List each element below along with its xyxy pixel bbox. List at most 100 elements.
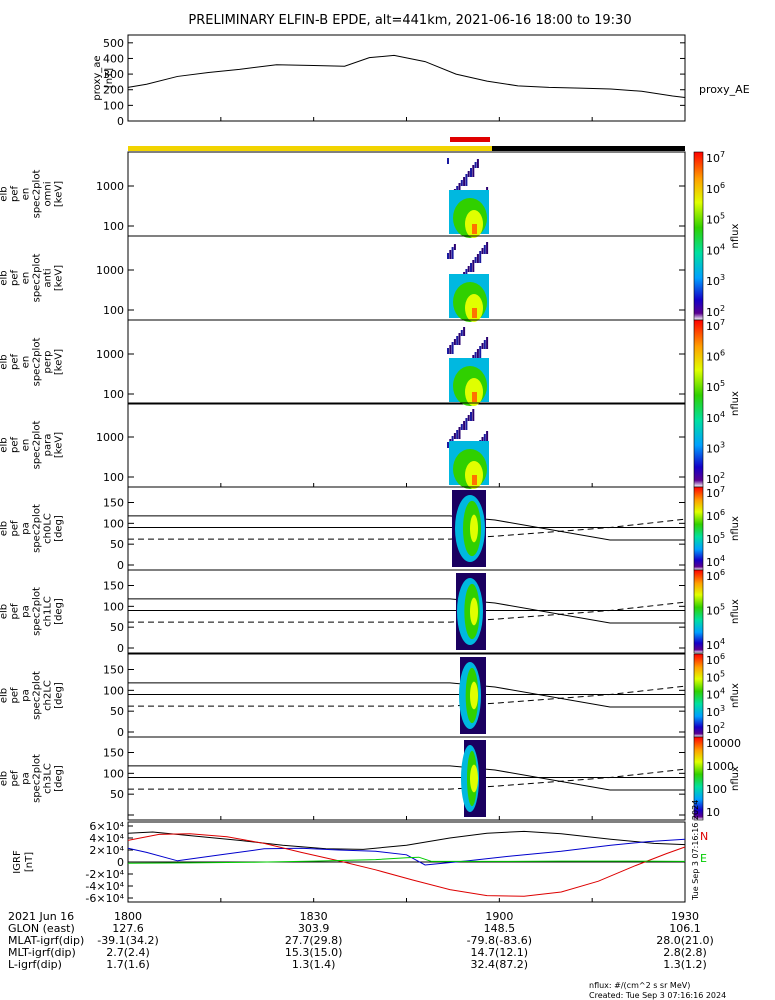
spec-pixel bbox=[447, 253, 449, 259]
spec-pixel bbox=[451, 247, 454, 259]
energy-spectrograms: 100 1000 elbpefenspec2plotomni[keV] 100 1000… bbox=[0, 150, 741, 489]
footer-row-label: MLT-igrf(dip) bbox=[8, 946, 76, 959]
spec-ytick-label: 1000 bbox=[96, 431, 124, 444]
spec-pixel bbox=[447, 348, 449, 354]
spec-pixel bbox=[470, 412, 472, 421]
pa-ytick-label: 100 bbox=[103, 767, 124, 780]
spec-ytick-label: 1000 bbox=[96, 348, 124, 361]
pa-ytick-label: 100 bbox=[103, 600, 124, 613]
colorbar-label: nflux bbox=[730, 223, 741, 248]
legend-e: E bbox=[700, 852, 707, 865]
pa-ytick-label: 50 bbox=[110, 705, 124, 718]
spec-ytick-label: 1000 bbox=[96, 180, 124, 193]
spectrogram-frame bbox=[127, 319, 686, 405]
pa-data bbox=[456, 573, 486, 650]
footer-value: 15.3(15.0) bbox=[285, 946, 343, 959]
tick-label: 105 bbox=[706, 603, 725, 618]
tick-label: 105 bbox=[706, 669, 725, 684]
spec-pixel bbox=[472, 409, 475, 421]
pa-ytick-label: 100 bbox=[103, 517, 124, 530]
colorbar bbox=[693, 151, 704, 321]
spec-pixel bbox=[476, 254, 479, 263]
tick-label: 104 bbox=[706, 554, 725, 569]
spectrogram-frame bbox=[127, 151, 686, 237]
spec-pixel bbox=[483, 245, 486, 254]
colorbar-label: nflux bbox=[730, 683, 741, 708]
panel-ylabel: elbpefpaspec2plotch3LC[deg] bbox=[0, 754, 65, 803]
spec-pixel bbox=[458, 333, 461, 345]
anti-loss-cone-line bbox=[128, 518, 686, 540]
spec-pixel bbox=[447, 158, 449, 164]
footer-value: 27.7(29.8) bbox=[285, 934, 343, 947]
pa-pixel bbox=[470, 681, 478, 710]
spec-ytick-label: 100 bbox=[103, 220, 124, 233]
figure-title: PRELIMINARY ELFIN-B EPDE, alt=441km, 202… bbox=[188, 13, 631, 28]
panel-ylabel: elbpefenspec2plotanti[keV] bbox=[0, 254, 65, 303]
pa-data bbox=[461, 740, 486, 817]
panel-ylabel: elbpefenspec2plotpara[keV] bbox=[0, 421, 65, 470]
pa-ytick-label: 150 bbox=[103, 664, 124, 677]
spectrogram-frame bbox=[127, 235, 686, 321]
proxy-ae-panel: 0 100 200 300 400 500 proxy_ae[nT] proxy_AE bbox=[92, 34, 750, 128]
spec-pixel bbox=[472, 260, 475, 272]
tick-label: 103 bbox=[706, 704, 725, 719]
legend-n: N bbox=[700, 830, 708, 843]
pa-ytick-label: 150 bbox=[103, 580, 124, 593]
spec-pixel bbox=[456, 430, 459, 439]
spec-pixel bbox=[460, 424, 463, 430]
spec-pixel bbox=[460, 330, 463, 336]
panel-ylabel: elbpefpaspec2plotch1LC[deg] bbox=[0, 587, 65, 636]
pitch-angle-spectrograms: 0 50 100 150 elbpefpaspec2plotch0LC[deg] 104 1… bbox=[0, 485, 741, 821]
tick-label: 10 bbox=[706, 806, 720, 819]
tick-label: 107 bbox=[706, 485, 725, 500]
igrf-ytick-label: -6×10⁴ bbox=[85, 892, 124, 905]
spec-pixel bbox=[486, 242, 489, 254]
spec-band bbox=[472, 224, 477, 234]
tick-label: 102 bbox=[706, 471, 725, 486]
igrf-series-e bbox=[127, 856, 686, 864]
igrf-ytick-label: 2×10⁴ bbox=[89, 844, 124, 857]
tick-label: 105 bbox=[706, 531, 725, 546]
spec-pixel bbox=[481, 437, 484, 443]
loss-cone-line bbox=[128, 515, 685, 541]
panel-ylabel: elbpefpaspec2plotch2LC[deg] bbox=[0, 671, 65, 720]
spec-pixel bbox=[467, 171, 470, 177]
spec-pixel bbox=[472, 165, 475, 177]
tick-label: 105 bbox=[706, 379, 725, 394]
tick-label: 1000 bbox=[706, 760, 734, 773]
science-zone-bars bbox=[128, 137, 685, 151]
spec-pixel bbox=[467, 415, 470, 421]
igrf-ytick-label: 0 bbox=[117, 856, 124, 869]
spectrogram-data bbox=[447, 242, 489, 322]
spec-band bbox=[472, 475, 477, 485]
footer-value: 2.7(2.4) bbox=[106, 946, 150, 959]
spec-pixel bbox=[465, 174, 468, 186]
ae-line bbox=[127, 54, 686, 99]
ae-ytick-label: 400 bbox=[103, 52, 124, 65]
red-bar bbox=[450, 137, 490, 142]
footer-value: 32.4(87.2) bbox=[471, 958, 529, 971]
spec-pixel bbox=[463, 177, 466, 186]
tick-label: 107 bbox=[706, 150, 725, 165]
spec-pixel bbox=[474, 352, 477, 358]
pa-ytick-label: 0 bbox=[117, 642, 124, 655]
footer-value: 14.7(12.1) bbox=[471, 946, 529, 959]
spec-pixel bbox=[460, 180, 463, 186]
panel-ylabel: elbpefpaspec2plotch0LC[deg] bbox=[0, 504, 65, 553]
units-note: nflux: #/(cm^2 s sr MeV) bbox=[589, 981, 690, 990]
spectrogram-data bbox=[447, 327, 489, 406]
spec-pixel bbox=[463, 327, 466, 336]
footer-value: 1.7(1.6) bbox=[106, 958, 150, 971]
colorbar bbox=[693, 736, 704, 821]
footer-value: 1.3(1.2) bbox=[663, 958, 707, 971]
colorbar-label: nflux bbox=[730, 516, 741, 541]
ae-ytick-label: 200 bbox=[103, 84, 124, 97]
anti-loss-cone-line bbox=[128, 768, 686, 790]
spec-pixel bbox=[458, 427, 461, 439]
spec-pixel bbox=[479, 346, 482, 358]
anti-loss-cone-line bbox=[128, 601, 686, 623]
spec-pixel bbox=[481, 343, 484, 349]
spec-ytick-label: 1000 bbox=[96, 264, 124, 277]
ae-ytick-label: 0 bbox=[117, 115, 124, 128]
